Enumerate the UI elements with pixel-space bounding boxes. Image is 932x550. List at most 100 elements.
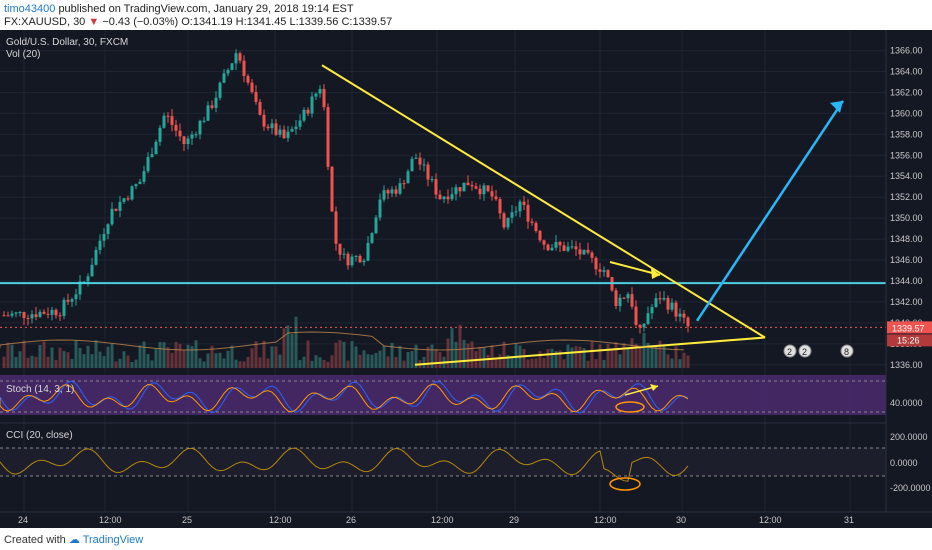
- volume-bar: [218, 352, 222, 368]
- economic-event-icon: [840, 344, 854, 358]
- volume-bar: [358, 354, 362, 368]
- time-tick-label: 12:00: [594, 515, 617, 525]
- volume-bar: [6, 342, 10, 368]
- candle-body: [242, 60, 246, 76]
- volume-bar: [178, 343, 182, 368]
- last-price-badge: [887, 321, 932, 334]
- candle-body: [354, 255, 358, 257]
- volume-bar: [526, 359, 530, 368]
- candle-body: [374, 217, 378, 234]
- volume-bar: [598, 344, 602, 368]
- volume-bar: [390, 342, 394, 368]
- price-change: −0.43 (−0.03%): [102, 16, 179, 28]
- candle-body: [254, 92, 258, 102]
- volume-bar: [202, 361, 206, 368]
- candle-body: [250, 82, 254, 93]
- volume-bar: [354, 346, 358, 368]
- volume-bar: [446, 338, 450, 368]
- countdown-value: 15:26: [897, 335, 920, 345]
- stoch-label: Stoch (14, 3, 1): [6, 384, 74, 395]
- volume-bar: [230, 345, 234, 368]
- username-link[interactable]: timo43400: [4, 3, 56, 15]
- volume-bar: [174, 341, 178, 368]
- symbol-label: FX:XAUUSD, 30: [4, 16, 86, 28]
- candle-body: [198, 120, 202, 135]
- price-tick-label: 1364.00: [890, 67, 923, 77]
- candle-body: [110, 208, 114, 225]
- volume-bar: [402, 360, 406, 368]
- candle-body: [542, 240, 546, 245]
- candle-body: [94, 249, 98, 265]
- candle-body: [478, 188, 482, 195]
- stoch-panel: [0, 375, 886, 415]
- candle-body: [226, 69, 230, 74]
- price-tick-label: 1354.00: [890, 171, 923, 181]
- volume-bar: [182, 349, 186, 368]
- price-tick-label: 1348.00: [890, 234, 923, 244]
- stoch-band: [0, 375, 886, 415]
- volume-bar: [214, 353, 218, 368]
- candle-body: [586, 249, 590, 253]
- candles: [2, 49, 690, 334]
- volume-bar: [626, 346, 630, 368]
- candle-body: [66, 299, 70, 302]
- time-tick-label: 12:00: [431, 515, 454, 525]
- stoch-highlight: [615, 401, 645, 413]
- volume-bar: [258, 357, 262, 368]
- candle-body: [402, 183, 406, 185]
- candle-body: [442, 196, 446, 200]
- candle-body: [574, 246, 578, 250]
- volume-bar: [594, 359, 598, 368]
- candle-body: [70, 299, 74, 302]
- candle-body: [570, 246, 574, 248]
- candle-body: [522, 201, 526, 205]
- stoch-k-line: [0, 380, 689, 414]
- candle-body: [238, 53, 242, 61]
- candle-body: [106, 224, 110, 234]
- tradingview-brand[interactable]: TradingView: [82, 534, 144, 546]
- volume-bar: [386, 356, 390, 368]
- candle-body: [386, 190, 390, 194]
- price-tick-label: 1344.00: [890, 276, 923, 286]
- candle-body: [166, 115, 170, 117]
- trendline: [321, 64, 766, 339]
- volume-label: Vol (20): [6, 49, 40, 60]
- candle-body: [494, 196, 498, 200]
- candle-body: [214, 97, 218, 108]
- volume-bar: [126, 355, 130, 368]
- candle-body: [410, 158, 414, 172]
- time-tick-label: 30: [676, 515, 686, 525]
- volume-bar: [106, 346, 110, 368]
- volume-bar: [306, 340, 310, 368]
- time-tick-label: 12:00: [759, 515, 782, 525]
- volume-bar: [466, 343, 470, 368]
- candle-body: [382, 190, 386, 200]
- volume-bar: [642, 332, 646, 368]
- candle-body: [170, 116, 174, 125]
- volume-bar: [318, 357, 322, 368]
- volume-bar: [506, 355, 510, 368]
- candle-body: [230, 63, 234, 70]
- candle-body: [206, 105, 210, 121]
- candle-body: [262, 114, 266, 127]
- candle-body: [50, 309, 54, 315]
- volume-bar: [554, 350, 558, 368]
- candle-body: [562, 245, 566, 251]
- candle-body: [650, 307, 654, 314]
- price-tick-label: 1366.00: [890, 46, 923, 56]
- price-tick-label: 1356.00: [890, 150, 923, 160]
- volume-bar: [510, 357, 514, 368]
- chart-header: timo43400 published on TradingView.com, …: [0, 0, 932, 30]
- volume-bar: [614, 342, 618, 368]
- time-tick-label: 25: [182, 515, 192, 525]
- candle-body: [42, 311, 46, 314]
- candle-body: [430, 179, 434, 181]
- volume-bar: [458, 324, 462, 368]
- volume-bar: [166, 347, 170, 368]
- publish-line: timo43400 published on TradingView.com, …: [4, 3, 354, 15]
- candle-body: [662, 297, 666, 300]
- candle-body: [342, 253, 346, 255]
- volume-bar: [278, 354, 282, 368]
